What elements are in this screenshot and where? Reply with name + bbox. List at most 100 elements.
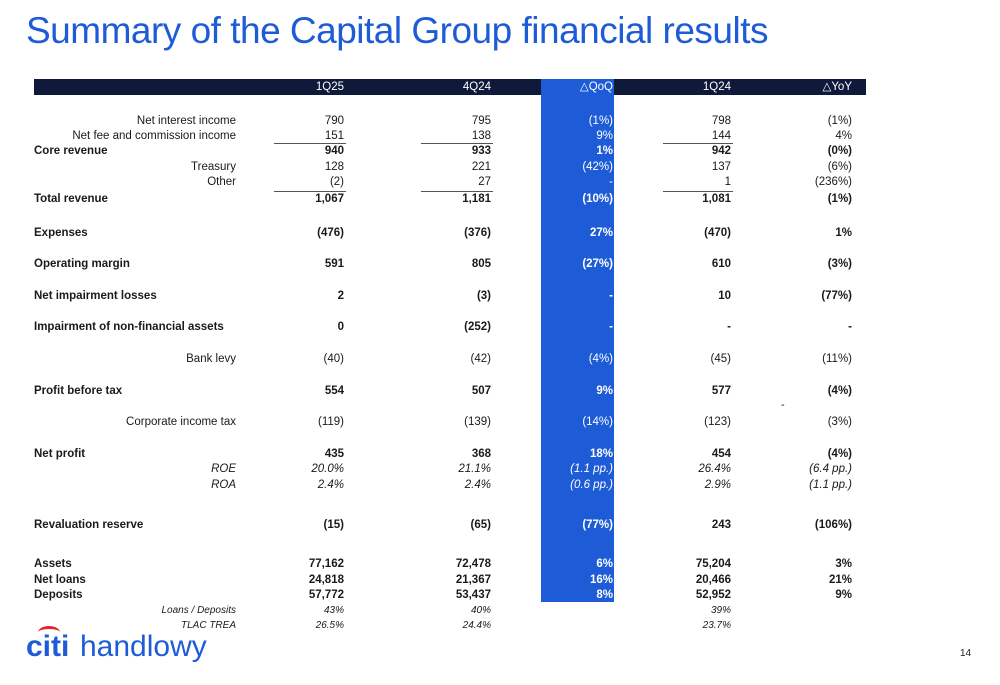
table-cell: 128 — [324, 161, 344, 173]
table-cell: 75,204 — [695, 558, 731, 570]
table-cell: 933 — [471, 145, 491, 157]
table-cell: (1%) — [827, 193, 852, 205]
table-cell: (77%) — [582, 519, 613, 531]
table-cell: 790 — [324, 115, 344, 127]
table-cell: 1,081 — [702, 193, 731, 205]
table-cell: (236%) — [814, 176, 852, 188]
logo-arc-icon — [38, 626, 60, 639]
table-cell: (119) — [318, 416, 344, 428]
table-cell: (476) — [317, 227, 344, 239]
table-cell: 24.4% — [462, 620, 491, 631]
table-cell: 6% — [596, 558, 613, 570]
row-label: Loans / Deposits — [161, 605, 237, 616]
table-cell: 2 — [337, 290, 344, 302]
qoq-column-highlight — [541, 79, 614, 602]
table-cell: (15) — [323, 519, 344, 531]
table-cell: (1.1 pp.) — [570, 463, 613, 475]
table-cell: 4% — [835, 130, 852, 142]
row-label: Total revenue — [34, 193, 108, 205]
table-cell: 10 — [718, 290, 731, 302]
row-label: Net fee and commission income — [72, 130, 236, 142]
table-cell: 798 — [711, 115, 731, 127]
row-label: Treasury — [191, 161, 236, 173]
table-cell: 27 — [478, 176, 491, 188]
table-cell: (139) — [464, 416, 491, 428]
table-cell: (40) — [323, 353, 344, 365]
row-label: Impairment of non-financial assets — [34, 321, 224, 333]
table-cell: 151 — [324, 130, 344, 142]
table-cell: (10%) — [582, 193, 613, 205]
table-cell: 52,952 — [695, 589, 731, 601]
table-cell: 1% — [835, 227, 852, 239]
table-cell: (3%) — [827, 416, 852, 428]
table-cell: (11%) — [822, 353, 852, 365]
table-cell: (1%) — [827, 115, 852, 127]
row-label: Core revenue — [34, 145, 108, 157]
column-header: 1Q24 — [702, 81, 731, 93]
table-cell: 26.5% — [315, 620, 344, 631]
table-cell: 26.4% — [698, 463, 731, 475]
table-cell: (65) — [470, 519, 491, 531]
table-cell: 1,067 — [315, 193, 344, 205]
row-label: Net profit — [34, 448, 86, 460]
table-cell: (45) — [710, 353, 731, 365]
table-cell: (3) — [476, 290, 491, 302]
table-cell: 942 — [711, 145, 731, 157]
row-label: Assets — [34, 558, 72, 570]
table-cell: - — [609, 290, 613, 302]
row-label: Operating margin — [34, 258, 130, 270]
table-cell: 20.0% — [311, 463, 344, 475]
row-label: Net loans — [34, 574, 86, 586]
table-cell: 21% — [828, 574, 852, 586]
row-label: Expenses — [34, 227, 88, 239]
table-cell: (42%) — [582, 161, 613, 173]
column-header: △QoQ — [579, 81, 613, 93]
table-cell: 40% — [470, 605, 491, 616]
row-label: Bank levy — [186, 353, 236, 365]
table-cell: - — [727, 321, 731, 333]
row-label: TLAC TREA — [180, 620, 236, 631]
column-header: 1Q25 — [315, 81, 344, 93]
row-label: Deposits — [34, 589, 83, 601]
table-cell: 243 — [711, 519, 731, 531]
subtotal-rule — [274, 191, 346, 192]
table-cell: 0 — [337, 321, 344, 333]
table-cell: 507 — [471, 385, 491, 397]
table-cell: (14%) — [582, 416, 613, 428]
table-cell: 18% — [589, 448, 613, 460]
table-cell: - — [609, 176, 613, 188]
table-cell: 610 — [711, 258, 731, 270]
table-header-bar — [34, 79, 866, 95]
table-cell: (6%) — [827, 161, 852, 173]
table-cell: 1 — [724, 176, 731, 188]
table-cell: (252) — [464, 321, 491, 333]
table-cell: 144 — [711, 130, 731, 142]
table-cell: 138 — [471, 130, 491, 142]
table-cell: 8% — [596, 589, 613, 601]
table-cell: (1.1 pp.) — [809, 479, 852, 491]
column-header: 4Q24 — [462, 81, 491, 93]
table-cell: 795 — [471, 115, 491, 127]
table-cell: 39% — [710, 605, 731, 616]
table-cell: 27% — [589, 227, 613, 239]
table-cell: 9% — [596, 385, 613, 397]
table-cell: 435 — [324, 448, 344, 460]
table-cell: (0%) — [827, 145, 852, 157]
table-cell: 72,478 — [455, 558, 491, 570]
table-cell: 43% — [323, 605, 344, 616]
table-cell: (3%) — [827, 258, 852, 270]
table-cell: (27%) — [582, 258, 613, 270]
table-cell: 577 — [711, 385, 731, 397]
table-cell: 21,367 — [455, 574, 491, 586]
table-cell: (42) — [470, 353, 491, 365]
table-cell: (2) — [329, 176, 344, 188]
column-header: △YoY — [822, 81, 852, 93]
table-cell: 2.4% — [464, 479, 491, 491]
page-title: Summary of the Capital Group financial r… — [26, 10, 769, 51]
table-cell: 137 — [711, 161, 731, 173]
table-cell: 9% — [835, 589, 852, 601]
table-cell: - — [848, 321, 852, 333]
table-cell: (470) — [704, 227, 731, 239]
table-cell: (0.6 pp.) — [570, 479, 613, 491]
row-label: Other — [207, 176, 236, 188]
